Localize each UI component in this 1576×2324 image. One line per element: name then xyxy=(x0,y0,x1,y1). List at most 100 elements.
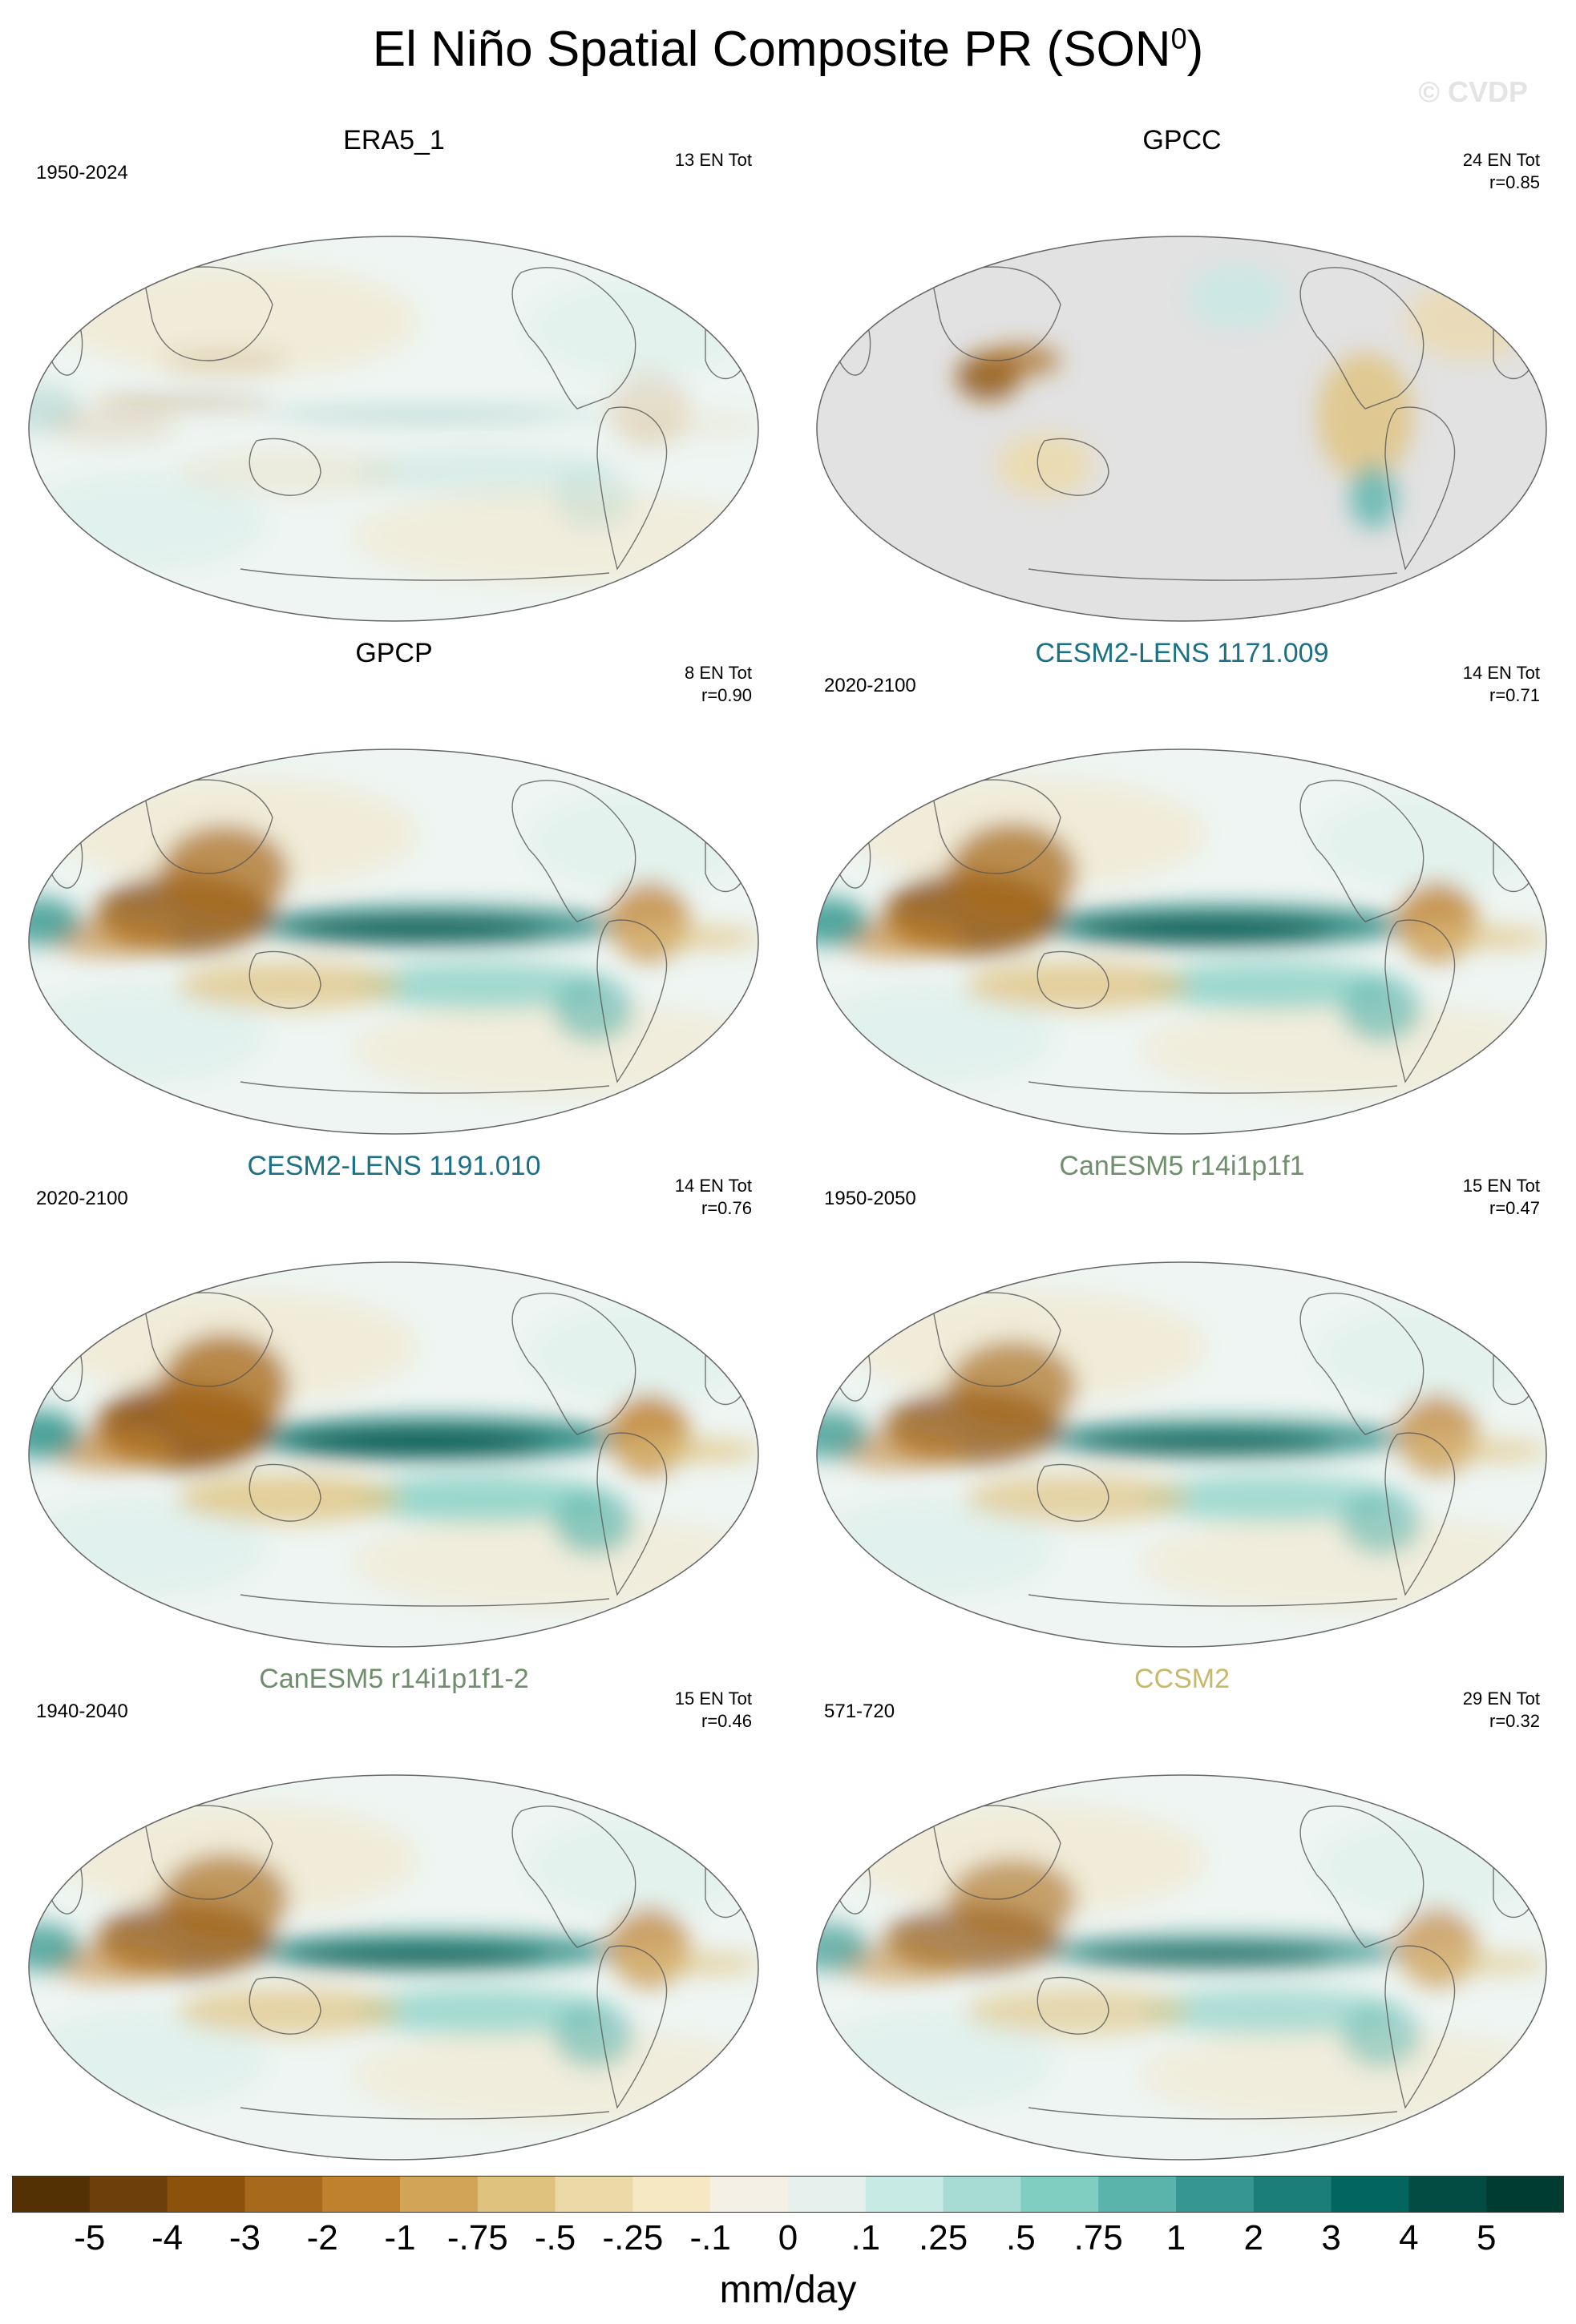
anomaly-field xyxy=(817,1923,868,1971)
colorbar-swatch xyxy=(1253,2176,1332,2213)
anomaly-field xyxy=(609,1907,689,1987)
map-border xyxy=(816,236,1547,622)
anomaly-field xyxy=(609,1394,689,1475)
panel-stats: 14 EN Tot r=0.71 xyxy=(1463,662,1540,706)
map-panel: GPCP 8 EN Tot r=0.90 xyxy=(0,633,788,1146)
anomaly-field xyxy=(1341,1491,1421,1555)
anomaly-field xyxy=(529,280,754,377)
continent-outline xyxy=(1037,1463,1109,1522)
anomaly-field xyxy=(289,920,545,942)
colorbar-tick-label: 4 xyxy=(1399,2218,1419,2257)
anomaly-field xyxy=(1405,926,1546,949)
anomaly-field xyxy=(176,1987,401,2036)
panel-stats: 8 EN Tot r=0.90 xyxy=(685,662,752,706)
colorbar-tick-label: .5 xyxy=(1006,2218,1036,2257)
panel-count: 29 EN Tot xyxy=(1462,1689,1540,1709)
anomaly-field xyxy=(817,1410,868,1459)
colorbar-swatch xyxy=(1331,2176,1409,2213)
anomaly-field xyxy=(617,414,758,436)
anomaly-field xyxy=(948,1858,1077,1940)
panel-period: 1940-2040 xyxy=(36,1701,128,1722)
anomaly-field xyxy=(852,1803,1205,1915)
anomaly-field xyxy=(609,882,689,962)
panel-title: CESM2-LENS 1171.009 xyxy=(1035,638,1329,668)
panel-period: 571-720 xyxy=(824,1701,895,1722)
map-border xyxy=(28,748,759,1135)
map-border xyxy=(28,236,759,622)
anomaly-field xyxy=(1397,1907,1477,1987)
colorbar-tick-label: 2 xyxy=(1243,2218,1264,2257)
anomaly-field xyxy=(1341,2003,1421,2068)
anomaly-field xyxy=(1317,353,1413,481)
panel-stats: 13 EN Tot xyxy=(675,149,752,171)
robinson-map xyxy=(28,1261,759,1648)
anomaly-field xyxy=(160,1333,289,1439)
continent-outline xyxy=(240,2107,610,2120)
anomaly-field xyxy=(176,449,401,497)
colorbar-tick-label: 0 xyxy=(778,2218,798,2257)
anomaly-field xyxy=(553,1491,633,1555)
anomaly-field xyxy=(64,264,417,377)
continent-outline xyxy=(1037,438,1109,496)
continent-outline xyxy=(143,1292,273,1387)
panel-stats: 15 EN Tot r=0.46 xyxy=(675,1688,752,1732)
anomaly-field xyxy=(48,918,176,958)
panel-period: 2020-2100 xyxy=(36,1188,128,1209)
map-panel: CESM2-LENS 1171.009 2020-2100 14 EN Tot r=0… xyxy=(788,633,1576,1146)
panel-correlation: r=0.32 xyxy=(1489,1710,1540,1731)
map-border xyxy=(28,1261,759,1648)
anomaly-field xyxy=(617,1952,758,1975)
anomaly-field xyxy=(1077,919,1333,943)
anomaly-field xyxy=(948,1341,1077,1432)
anomaly-field xyxy=(1141,1987,1397,2036)
continent-outline xyxy=(931,266,1061,361)
panel-count: 24 EN Tot xyxy=(1462,150,1540,170)
continent-outline xyxy=(240,1594,610,1607)
colorbar-swatch xyxy=(1098,2176,1177,2213)
anomaly-field xyxy=(836,1943,964,1983)
colorbar-swatch xyxy=(865,2176,944,2213)
continent-outline xyxy=(511,1806,636,1948)
continent-outline xyxy=(143,1805,273,1900)
panel-title: CESM2-LENS 1191.010 xyxy=(247,1151,541,1181)
panel-title: CanESM5 r14i1p1f1-2 xyxy=(259,1664,529,1694)
panel-stats: 14 EN Tot r=0.76 xyxy=(675,1175,752,1219)
robinson-map xyxy=(816,748,1547,1135)
anomaly-field xyxy=(160,1854,289,1945)
anomaly-field xyxy=(1405,1439,1546,1462)
cvdp-watermark: © CVDP xyxy=(1418,75,1528,108)
anomaly-field xyxy=(1141,962,1397,1010)
coastlines xyxy=(47,1292,749,1607)
panel-title: CCSM2 xyxy=(1134,1664,1230,1694)
colorbar-tick-label: -1 xyxy=(384,2218,416,2257)
continent-outline xyxy=(1037,1976,1109,2035)
anomaly-field xyxy=(289,415,545,422)
anomaly-field xyxy=(1405,280,1534,361)
anomaly-field xyxy=(1341,978,1421,1042)
colorbar-tick-label: 5 xyxy=(1476,2218,1497,2257)
anomaly-field xyxy=(1405,1952,1546,1975)
anomaly-field xyxy=(289,1431,545,1457)
anomaly-field xyxy=(29,1923,80,1971)
anomaly-field xyxy=(1397,882,1477,962)
colorbar-swatch xyxy=(788,2176,867,2213)
panel-stats: 15 EN Tot r=0.47 xyxy=(1463,1175,1540,1219)
map-border xyxy=(28,1774,759,2161)
colorbar-tick-label: -.5 xyxy=(534,2218,576,2257)
panel-period: 1950-2024 xyxy=(36,162,128,184)
colorbar-swatch xyxy=(1408,2176,1487,2213)
panel-count: 15 EN Tot xyxy=(674,1689,752,1709)
anomaly-field xyxy=(29,1410,80,1459)
map-panel: CanESM5 r14i1p1f1 1950-2050 15 EN Tot r=0.4… xyxy=(788,1146,1576,1659)
colorbar xyxy=(12,2176,1564,2213)
anomaly-field xyxy=(1077,1947,1333,1967)
anomaly-field xyxy=(1317,793,1542,890)
anomaly-field xyxy=(617,926,758,949)
continent-outline xyxy=(249,1463,321,1522)
anomaly-field xyxy=(553,2003,633,2068)
panel-count: 8 EN Tot xyxy=(685,663,752,683)
map-panel: ERA5_1 1950-2024 13 EN Tot xyxy=(0,120,788,633)
colorbar-tick-label: -.25 xyxy=(602,2218,664,2257)
coastlines xyxy=(47,1805,749,2120)
anomaly-field xyxy=(289,1946,545,1968)
